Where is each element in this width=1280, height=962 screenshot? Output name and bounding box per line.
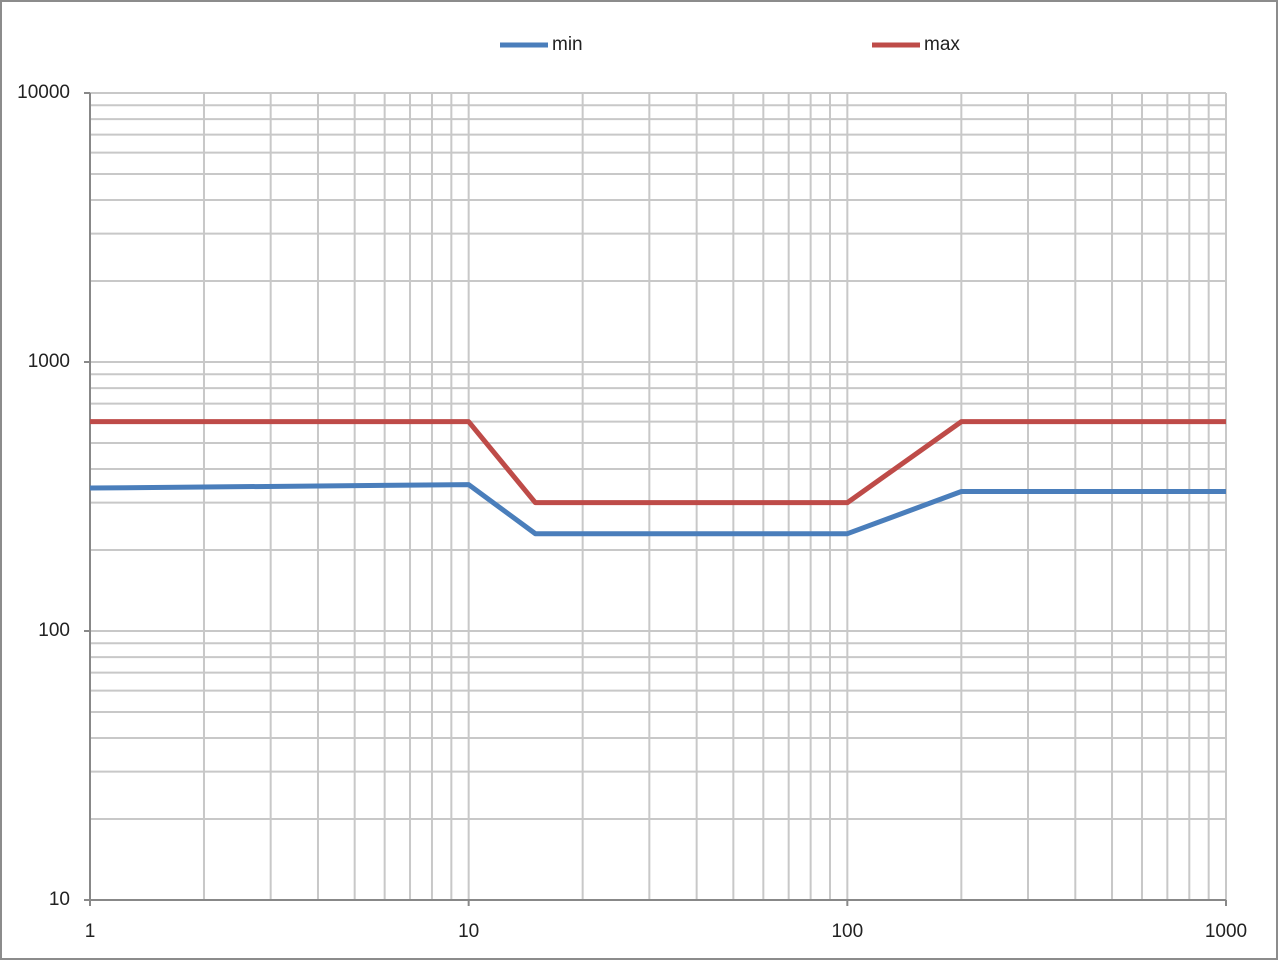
y-tick-label: 1000 <box>28 351 70 372</box>
data-line <box>90 419 1226 506</box>
y-tick-label: 10000 <box>17 82 70 103</box>
x-tick-label: 1000 <box>1205 921 1247 942</box>
data-line <box>89 482 1226 537</box>
x-tick-label: 1 <box>85 921 96 942</box>
y-tick-label: 10 <box>49 889 70 910</box>
x-tick-label: 100 <box>831 921 863 942</box>
legend-label: min <box>552 34 583 55</box>
x-tick-label: 10 <box>458 921 479 942</box>
legend-label: max <box>924 34 960 55</box>
y-tick-label: 100 <box>38 620 70 641</box>
